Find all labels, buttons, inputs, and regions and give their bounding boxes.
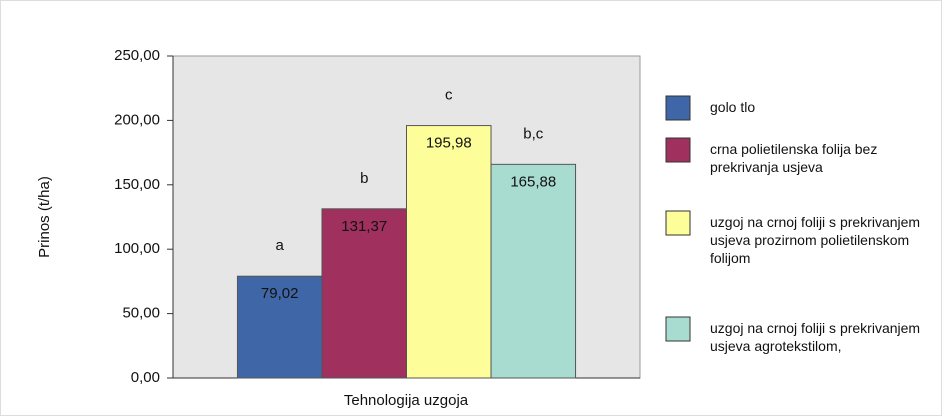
legend-label: golo tlo bbox=[710, 99, 756, 115]
legend-swatch bbox=[665, 95, 691, 121]
value-label: 79,02 bbox=[261, 285, 299, 302]
bar bbox=[321, 208, 407, 379]
legend-swatch bbox=[665, 316, 691, 342]
legend-label: uzgoj na crnoj foliji s prekrivanjem usj… bbox=[710, 214, 921, 266]
y-tick-label: 150,00 bbox=[114, 176, 160, 193]
annotation: b,c bbox=[523, 125, 544, 142]
legend-swatch bbox=[665, 137, 691, 163]
legend-label: crna polietilenska folija bez prekrivanj… bbox=[710, 141, 878, 175]
value-label: 165,88 bbox=[510, 173, 556, 190]
value-label: 195,98 bbox=[426, 135, 472, 152]
annotation: b bbox=[360, 170, 368, 187]
y-tick-label: 100,00 bbox=[114, 240, 160, 257]
y-tick-label: 0,00 bbox=[131, 369, 160, 386]
legend-swatch bbox=[665, 210, 691, 236]
x-axis-title: Tehnologija uzgoja bbox=[344, 392, 469, 409]
y-tick-label: 50,00 bbox=[122, 305, 160, 322]
annotation: c bbox=[445, 87, 453, 104]
legend-label: uzgoj na crnoj foliji s prekrivanjem usj… bbox=[710, 320, 921, 354]
value-label: 131,37 bbox=[341, 218, 387, 235]
y-axis-title: Prinos (t/ha) bbox=[36, 176, 53, 258]
annotation: a bbox=[276, 237, 285, 254]
y-tick-label: 250,00 bbox=[114, 47, 160, 64]
bar bbox=[490, 163, 577, 379]
y-tick-label: 200,00 bbox=[114, 111, 160, 128]
bar bbox=[406, 125, 492, 379]
